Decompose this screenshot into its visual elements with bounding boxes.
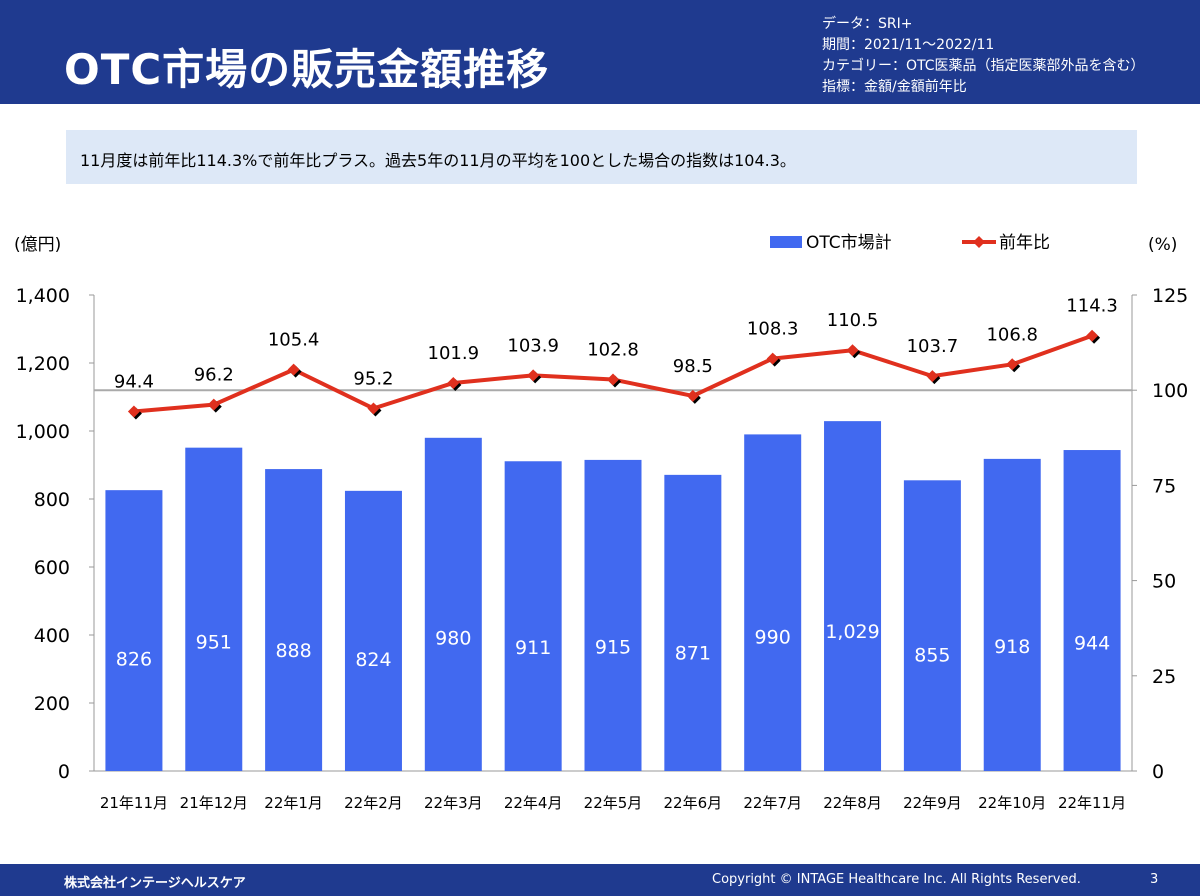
x-tick-label: 22年11月 — [1058, 794, 1126, 812]
x-tick-label: 21年12月 — [180, 794, 248, 812]
x-tick-label: 22年7月 — [743, 794, 802, 812]
left-tick-label: 0 — [58, 761, 70, 783]
left-tick-label: 1,000 — [16, 421, 70, 443]
left-tick-label: 1,200 — [16, 353, 70, 375]
bar-value-label: 1,029 — [825, 621, 879, 643]
x-tick-label: 22年1月 — [264, 794, 323, 812]
footer-bar: 株式会社インテージヘルスケア Copyright © INTAGE Health… — [0, 864, 1200, 896]
right-tick-label: 125 — [1152, 285, 1188, 307]
x-tick-label: 22年8月 — [823, 794, 882, 812]
bar — [584, 459, 642, 771]
bar-value-label: 824 — [355, 649, 391, 671]
bar — [105, 490, 163, 771]
bar-value-label: 915 — [595, 637, 631, 659]
bar — [265, 469, 323, 771]
left-tick-label: 400 — [34, 625, 70, 647]
bar — [744, 434, 802, 771]
meta-period: 期間：2021/11～2022/11 — [822, 37, 995, 53]
yoy-marker — [287, 363, 300, 376]
bar-value-label: 826 — [116, 649, 152, 671]
x-tick-label: 22年5月 — [584, 794, 643, 812]
yoy-marker — [447, 376, 460, 389]
x-tick-label: 22年4月 — [504, 794, 563, 812]
bar-value-label: 951 — [196, 632, 232, 654]
bar-value-label: 911 — [515, 637, 551, 659]
yoy-value-label: 103.7 — [907, 336, 959, 357]
summary-text: 11月度は前年比114.3%で前年比プラス。過去5年の11月の平均を100とした… — [80, 151, 796, 170]
right-axis-unit: (%) — [1148, 235, 1177, 255]
left-tick-label: 600 — [34, 557, 70, 579]
meta-data-source: データ：SRI+ — [822, 16, 913, 32]
yoy-value-label: 106.8 — [986, 324, 1038, 345]
yoy-value-label: 95.2 — [353, 368, 393, 389]
yoy-marker — [846, 344, 859, 357]
bar-value-label: 990 — [755, 626, 791, 648]
yoy-value-label: 101.9 — [428, 343, 480, 364]
bar — [664, 474, 722, 771]
left-tick-label: 200 — [34, 693, 70, 715]
yoy-marker — [367, 402, 380, 415]
bar — [983, 458, 1041, 771]
yoy-value-label: 105.4 — [268, 330, 320, 351]
chart-meta: データ：SRI+ 期間：2021/11～2022/11 カテゴリー：OTC医薬品… — [822, 14, 1145, 98]
yoy-value-label: 96.2 — [194, 365, 234, 386]
right-tick-label: 50 — [1152, 571, 1176, 593]
bar-value-label: 871 — [675, 643, 711, 665]
yoy-value-label: 114.3 — [1066, 296, 1118, 317]
footer-company: 株式会社インテージヘルスケア — [64, 876, 246, 891]
bar-value-label: 855 — [914, 645, 950, 667]
bar-value-label: 980 — [435, 628, 471, 650]
right-tick-label: 25 — [1152, 666, 1176, 688]
bar — [424, 437, 482, 771]
left-tick-label: 800 — [34, 489, 70, 511]
right-tick-label: 0 — [1152, 761, 1164, 783]
summary-box: 11月度は前年比114.3%で前年比プラス。過去5年の11月の平均を100とした… — [66, 130, 1137, 184]
yoy-marker — [686, 389, 699, 402]
x-tick-label: 21年11月 — [100, 794, 168, 812]
yoy-marker — [607, 373, 619, 386]
yoy-marker — [926, 370, 939, 383]
yoy-value-label: 102.8 — [587, 340, 639, 361]
x-tick-label: 22年2月 — [344, 794, 403, 812]
yoy-marker — [1086, 329, 1099, 342]
yoy-marker — [527, 369, 540, 382]
bar — [1063, 450, 1121, 771]
yoy-marker — [766, 352, 779, 365]
meta-metric: 指標：金額/金額前年比 — [822, 79, 967, 95]
right-tick-label: 75 — [1152, 475, 1176, 497]
yoy-value-label: 103.9 — [507, 335, 559, 356]
yoy-value-label: 108.3 — [747, 319, 799, 340]
bar-value-label: 944 — [1074, 633, 1110, 655]
legend-line-marker — [973, 236, 985, 248]
sales-chart: 0 200 400 600 800 1,000 1,200 1,400 0 25 50 75 100 12… — [14, 233, 1188, 812]
bar — [824, 421, 882, 771]
yoy-value-label: 110.5 — [827, 310, 879, 331]
yoy-marker — [1006, 358, 1019, 371]
yoy-marker — [127, 405, 140, 418]
legend-line-label: 前年比 — [999, 233, 1050, 253]
yoy-value-label: 98.5 — [673, 356, 713, 377]
meta-category: カテゴリー：OTC医薬品（指定医薬部外品を含む） — [822, 58, 1145, 74]
footer-copyright: Copyright © INTAGE Healthcare Inc. All R… — [712, 872, 1081, 887]
legend-bar-label: OTC市場計 — [806, 233, 892, 253]
left-tick-label: 1,400 — [16, 285, 70, 307]
header-bar: OTC市場の販売金額推移 データ：SRI+ 期間：2021/11～2022/11… — [0, 0, 1200, 104]
yoy-value-label: 94.4 — [114, 372, 154, 393]
bar — [903, 480, 961, 771]
x-tick-label: 22年9月 — [903, 794, 962, 812]
page-number: 3 — [1150, 872, 1159, 887]
bar — [504, 461, 562, 771]
page-title: OTC市場の販売金額推移 — [64, 45, 550, 94]
bar — [344, 490, 402, 771]
bar — [185, 447, 243, 771]
x-tick-label: 22年3月 — [424, 794, 483, 812]
left-axis-unit: (億円) — [14, 235, 61, 255]
x-tick-label: 22年10月 — [978, 794, 1046, 812]
yoy-marker — [207, 398, 220, 411]
bar-value-label: 918 — [994, 636, 1030, 658]
x-tick-label: 22年6月 — [664, 794, 723, 812]
legend-bar-swatch — [770, 236, 802, 248]
bar-value-label: 888 — [275, 640, 311, 662]
right-tick-label: 100 — [1152, 380, 1188, 402]
